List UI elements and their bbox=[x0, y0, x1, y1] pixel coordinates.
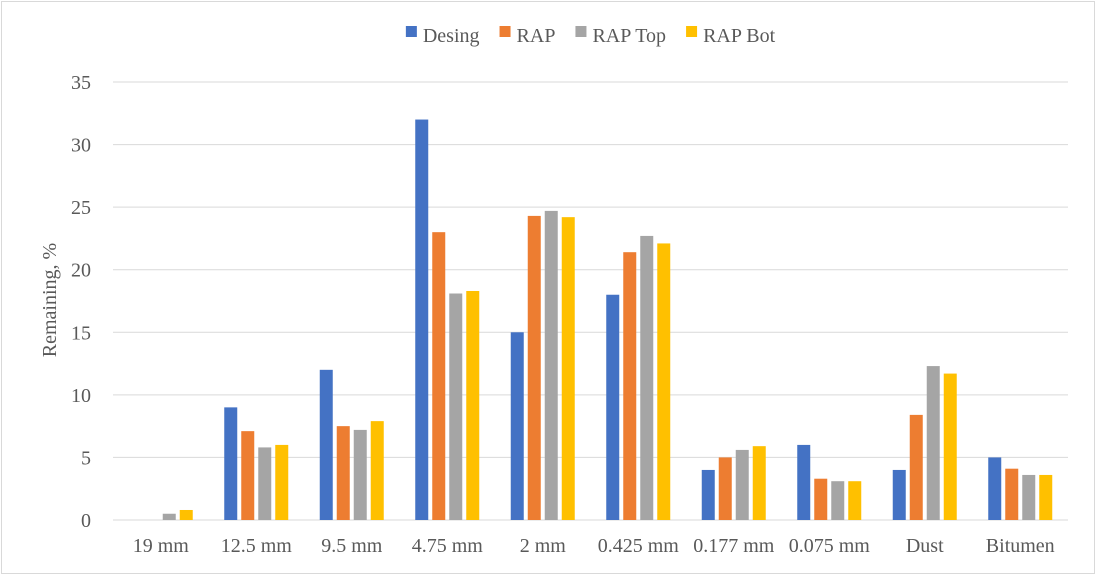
bar bbox=[926, 366, 940, 520]
x-tick-label: Dust bbox=[906, 535, 944, 557]
bar bbox=[319, 369, 333, 520]
bar bbox=[657, 243, 671, 521]
legend-label: Desing bbox=[423, 25, 480, 47]
legend-swatch bbox=[686, 26, 698, 37]
bar bbox=[224, 407, 238, 520]
bar bbox=[1022, 474, 1036, 520]
bar bbox=[510, 332, 524, 520]
legend-label: RAP bbox=[517, 25, 556, 47]
bar bbox=[892, 469, 906, 520]
y-axis-tick-labels: 0 5 10 15 20 25 30 35 bbox=[71, 72, 91, 532]
bar bbox=[797, 444, 811, 520]
x-tick-label: 19 mm bbox=[133, 535, 190, 557]
bar bbox=[735, 449, 749, 520]
bar bbox=[1005, 468, 1019, 520]
bar bbox=[179, 509, 193, 520]
bar bbox=[848, 481, 862, 520]
x-tick-label: 4.75 mm bbox=[412, 535, 484, 557]
bar bbox=[1039, 474, 1053, 520]
bar bbox=[561, 217, 575, 520]
bar bbox=[909, 414, 923, 520]
legend-label: RAP Bot bbox=[703, 25, 776, 47]
bar bbox=[432, 232, 446, 520]
x-tick-label: 0.425 mm bbox=[598, 535, 680, 557]
bar bbox=[814, 478, 828, 520]
bar bbox=[241, 431, 255, 520]
x-tick-label: Bitumen bbox=[986, 535, 1055, 557]
x-axis-tick-labels: 19 mm 12.5 mm 9.5 mm 4.75 mm 2 mm 0.425 mm 0.1… bbox=[133, 535, 1055, 557]
bar bbox=[370, 421, 384, 520]
bar bbox=[544, 210, 558, 520]
y-tick-label: 5 bbox=[81, 447, 91, 469]
y-tick-label: 25 bbox=[71, 197, 91, 219]
y-tick-label: 10 bbox=[71, 385, 91, 407]
y-tick-label: 20 bbox=[71, 260, 91, 282]
bar bbox=[718, 457, 732, 520]
bar bbox=[162, 513, 176, 520]
legend-swatch bbox=[575, 26, 587, 37]
bars bbox=[162, 119, 1053, 521]
bar bbox=[988, 457, 1002, 520]
x-tick-label: 0.177 mm bbox=[693, 535, 775, 557]
x-tick-label: 9.5 mm bbox=[321, 535, 383, 557]
legend: Desing RAP RAP Top RAP Bot bbox=[405, 25, 776, 47]
legend-swatch bbox=[499, 26, 511, 37]
bar bbox=[623, 252, 637, 521]
x-tick-label: 2 mm bbox=[520, 535, 567, 557]
x-tick-label: 12.5 mm bbox=[221, 535, 293, 557]
bar bbox=[752, 446, 766, 520]
bar bbox=[527, 215, 541, 520]
legend-label: RAP Top bbox=[592, 25, 666, 47]
bar bbox=[275, 444, 289, 520]
bar bbox=[449, 293, 463, 520]
y-tick-label: 35 bbox=[71, 72, 91, 94]
bar bbox=[415, 119, 429, 521]
y-axis-title: Remaining, % bbox=[39, 243, 61, 357]
y-tick-label: 0 bbox=[81, 510, 91, 532]
bar bbox=[606, 294, 620, 520]
y-tick-label: 30 bbox=[71, 135, 91, 157]
bar bbox=[831, 481, 845, 520]
bar bbox=[466, 290, 480, 520]
bar bbox=[943, 373, 957, 520]
bar bbox=[258, 447, 272, 520]
bar bbox=[336, 426, 350, 520]
y-tick-label: 15 bbox=[71, 322, 91, 344]
x-tick-label: 0.075 mm bbox=[789, 535, 871, 557]
gridlines bbox=[113, 81, 1068, 521]
legend-swatch bbox=[405, 26, 417, 37]
bar bbox=[640, 235, 654, 520]
bar bbox=[701, 469, 715, 520]
bar bbox=[353, 429, 367, 520]
